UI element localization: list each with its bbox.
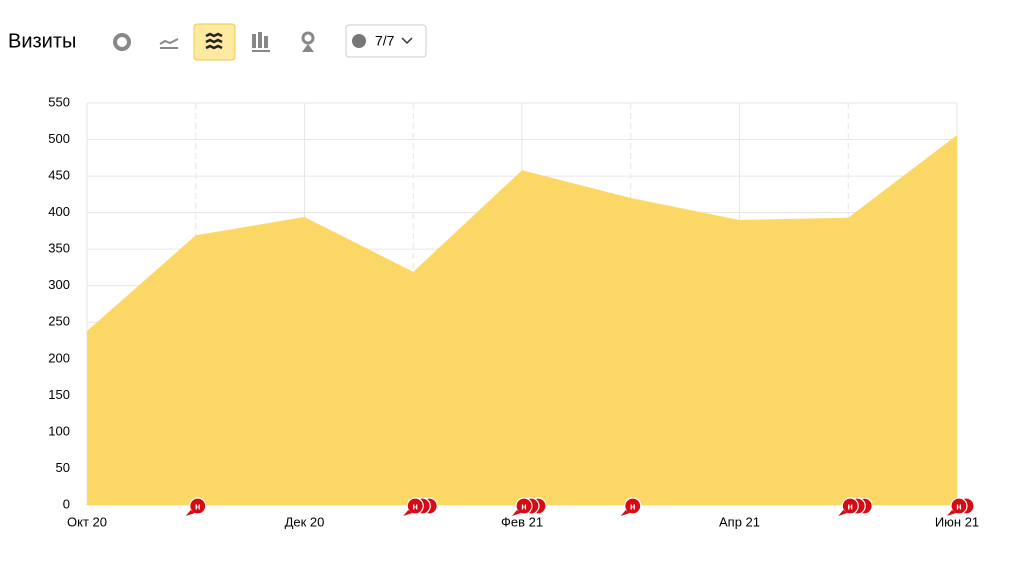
annotation-label: н [848,501,853,511]
bar-icon[interactable] [252,32,270,52]
annotation-bubble [950,497,968,515]
annotation-bubble [841,497,859,515]
annotation: н [512,497,547,516]
chart-title: Визиты [8,30,76,52]
line-icon[interactable] [159,38,179,49]
area-icon [205,32,223,50]
annotation-tail [838,510,848,516]
y-tick-label: 450 [48,168,70,183]
x-tick-label: Фев 21 [501,514,543,529]
series-button[interactable] [345,24,427,58]
y-tick-label: 0 [63,496,70,511]
x-tick-label: Дек 20 [285,514,325,529]
annotation-tail [512,510,521,516]
annotation-bubble [624,497,642,515]
y-tick-label: 200 [48,350,70,365]
area [87,135,957,505]
y-tick-label: 350 [48,241,70,256]
y-tick-label: 500 [48,131,70,146]
annotation-bubble [406,497,424,515]
y-tick-label: 550 [48,94,70,109]
annotation-label: н [630,501,635,511]
pie-icon[interactable] [113,33,131,51]
annotation: н [403,497,438,516]
annotation-tail [947,510,956,516]
x-tick-label: Июн 21 [935,514,979,529]
annotation: н [185,497,207,516]
dropdown-arrow [401,37,413,45]
y-tick-label: 150 [48,387,70,402]
annotation-label: н [413,501,418,511]
y-tick-label: 100 [48,423,70,438]
comment-icon [352,34,366,48]
y-tick-label: 250 [48,314,70,329]
series-counter: 7/7 [375,33,395,49]
annotation-bubble [189,497,207,515]
map-icon[interactable] [301,31,315,52]
annotation-label: н [195,501,200,511]
annotation-tail [185,510,195,516]
annotation-label: н [956,501,961,511]
x-tick-label: Апр 21 [719,514,760,529]
annotation: н [620,497,642,516]
annotation: н [838,497,873,516]
annotation-tail [620,510,630,516]
y-tick-label: 300 [48,277,70,292]
y-tick-label: 50 [56,460,70,475]
annotation-tail [403,510,413,516]
annotation-label: н [521,501,526,511]
x-tick-label: Окт 20 [67,514,107,529]
y-tick-label: 400 [48,204,70,219]
annotation: н [947,497,975,516]
annotation-bubble [515,497,533,515]
